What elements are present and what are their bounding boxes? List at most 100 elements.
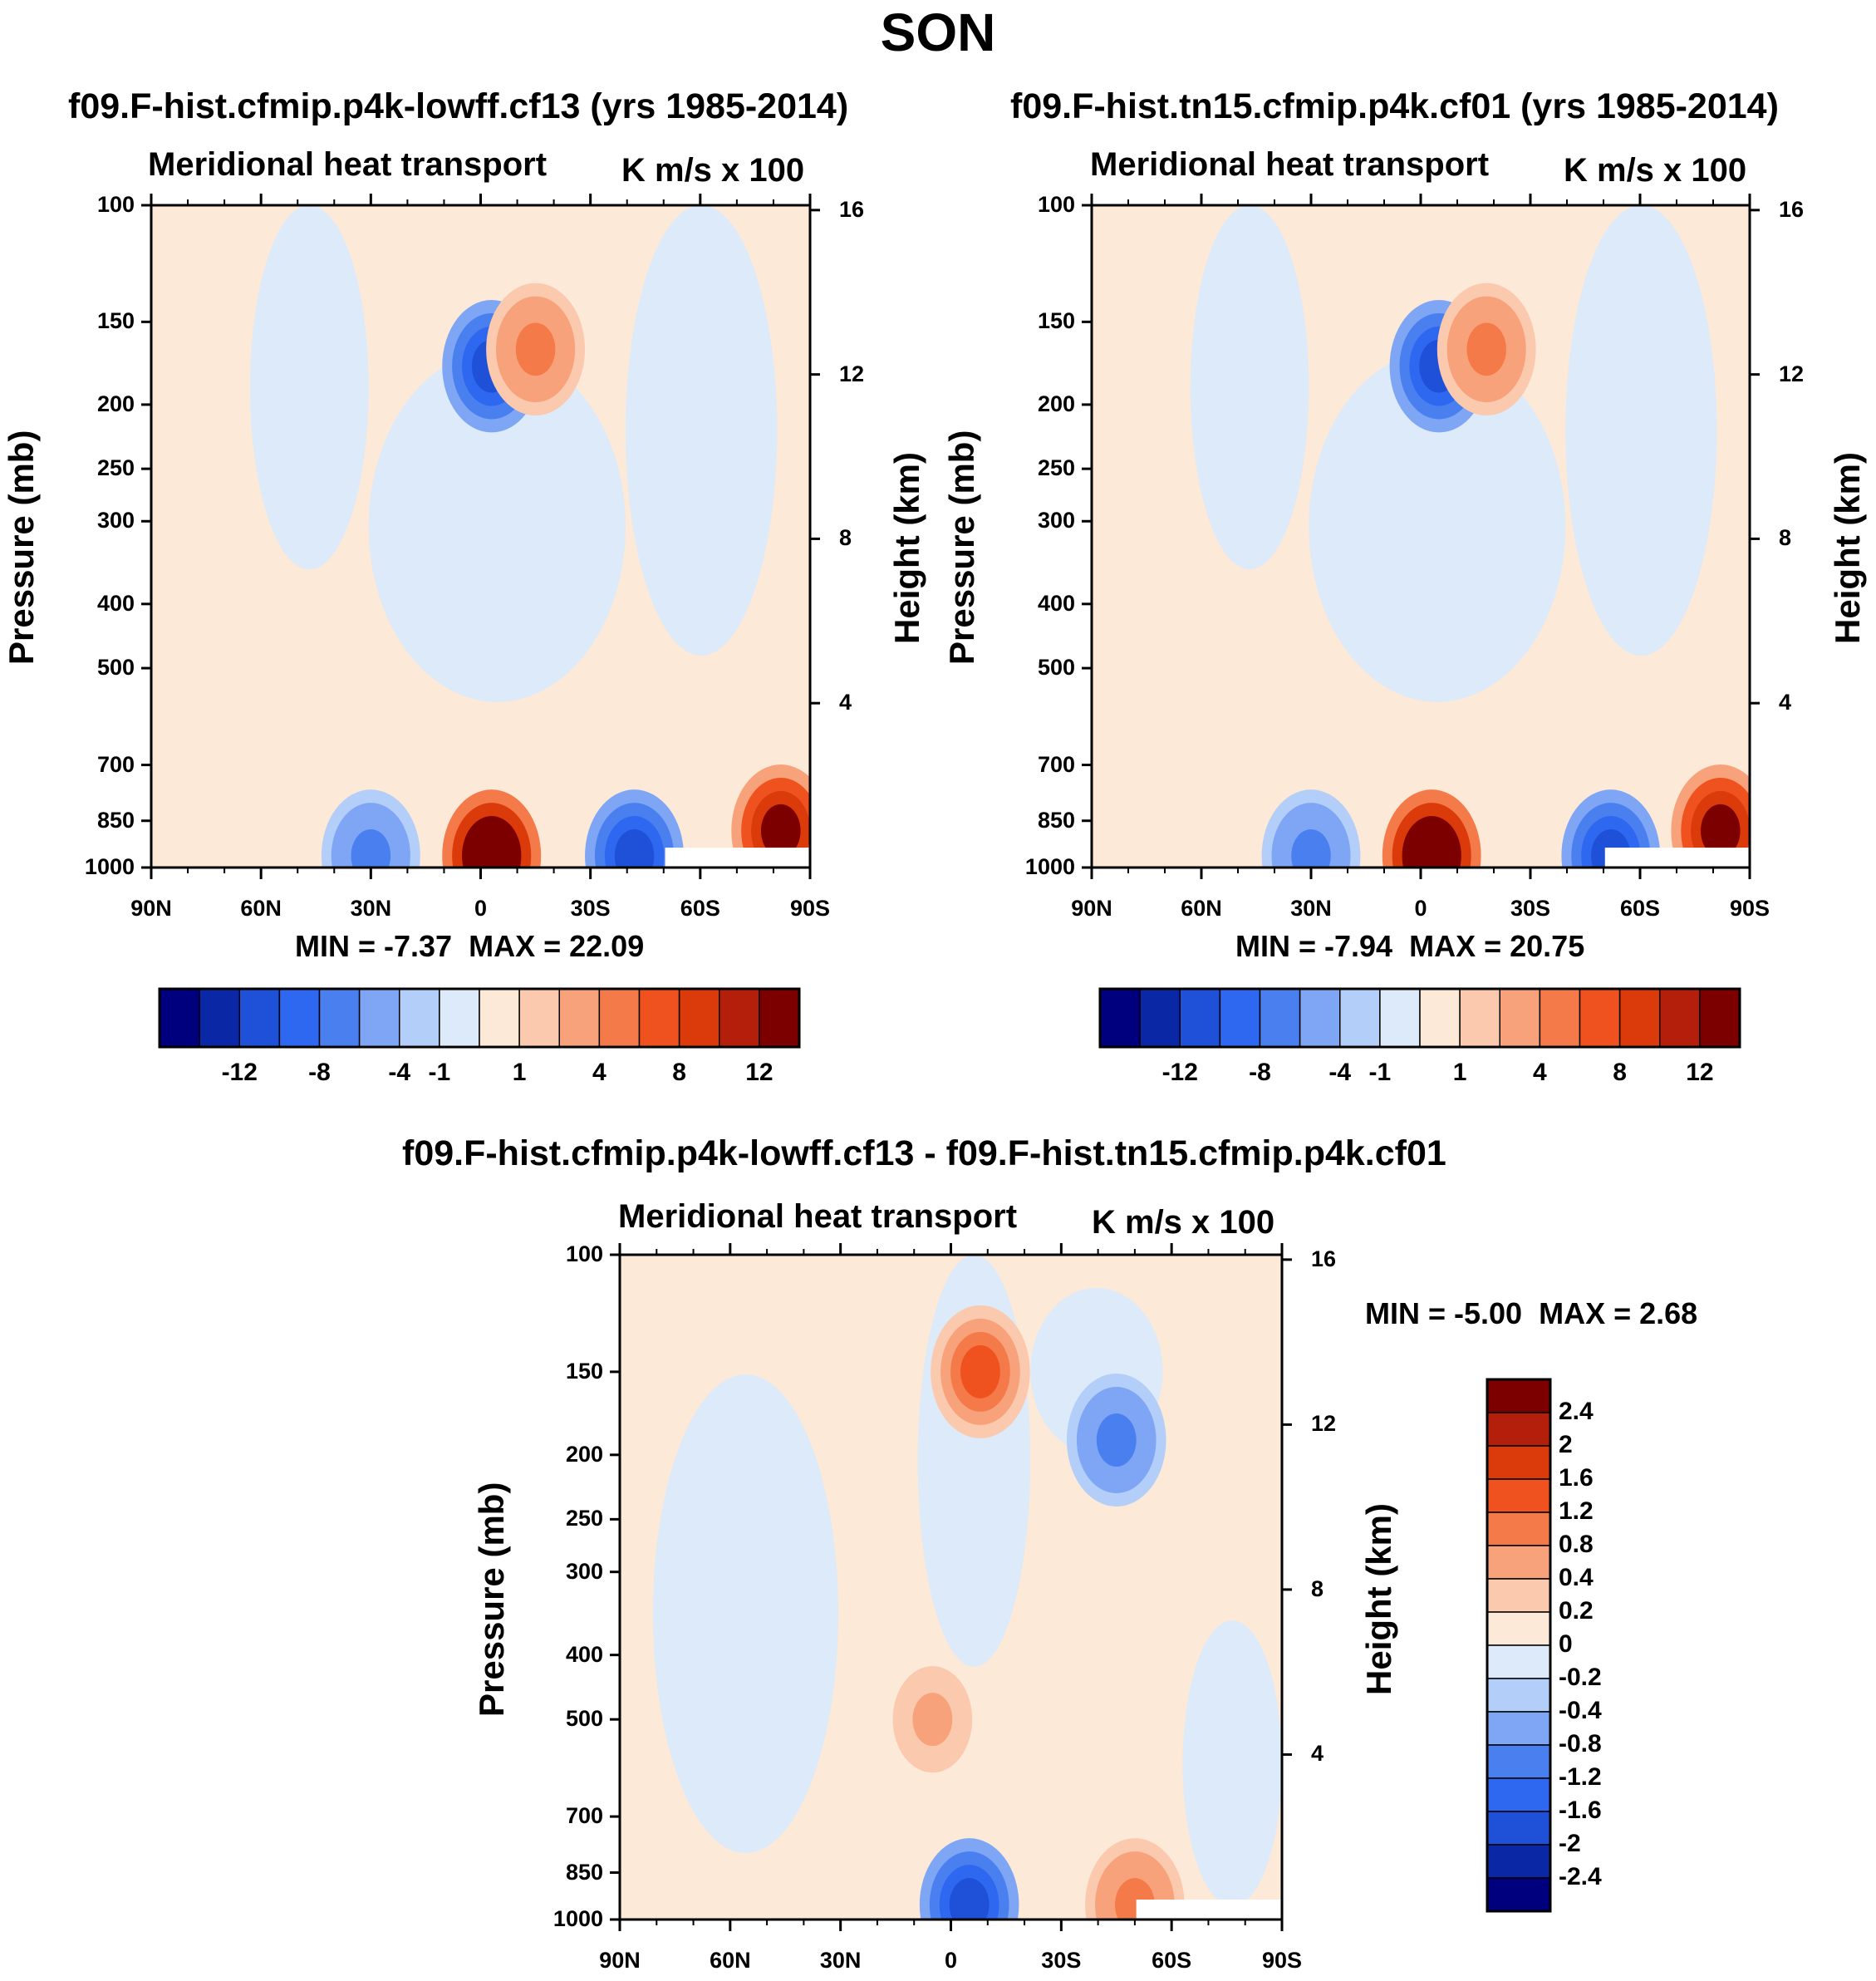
colorbar-swatch bbox=[1486, 1711, 1551, 1746]
colorbar-swatch bbox=[1259, 988, 1301, 1048]
y-tick-label: 850 bbox=[96, 807, 135, 833]
x-tick-label: 60N bbox=[240, 896, 282, 921]
colorbar-label: -2.4 bbox=[1559, 1863, 1602, 1890]
max-label: MAX = bbox=[1409, 929, 1510, 963]
colorbar-swatch bbox=[1659, 988, 1701, 1048]
panel-2-minmax: MIN = -7.94 MAX = 20.75 bbox=[1235, 929, 1584, 964]
missing-data-region bbox=[665, 848, 810, 868]
contour-feature-1-level-3 bbox=[1466, 322, 1506, 376]
height-tick-label: 8 bbox=[1311, 1575, 1324, 1601]
min-label: MIN = bbox=[1365, 1296, 1455, 1330]
colorbar-frame bbox=[1486, 1378, 1552, 1913]
height-tick-label: 4 bbox=[839, 690, 852, 715]
weak-negative-region bbox=[1190, 205, 1309, 570]
panel-2-title: f09.F-hist.tn15.cfmip.p4k.cf01 (yrs 1985… bbox=[1010, 86, 1779, 126]
figure-title: SON bbox=[880, 2, 996, 62]
height-tick-label: 8 bbox=[1779, 525, 1792, 551]
colorbar-label: 12 bbox=[1686, 1059, 1714, 1086]
contour-feature-4-level-3 bbox=[351, 828, 391, 868]
colorbar-swatch bbox=[1486, 1644, 1551, 1679]
colorbar-swatch bbox=[1486, 1777, 1551, 1812]
colorbar-label: 4 bbox=[1533, 1059, 1547, 1086]
colorbar-swatch bbox=[1486, 1445, 1551, 1480]
colorbar-label: -8 bbox=[1249, 1059, 1271, 1086]
colorbar-label: 0.2 bbox=[1559, 1597, 1594, 1625]
colorbar-label: 8 bbox=[1613, 1059, 1627, 1086]
contour-feature-1-level-3 bbox=[515, 322, 556, 376]
colorbar-swatch bbox=[1486, 1877, 1551, 1912]
y-tick-label: 700 bbox=[96, 751, 135, 777]
colorbar-label: 1 bbox=[1452, 1059, 1467, 1086]
x-tick-label: 60N bbox=[1181, 896, 1222, 921]
max-value: 2.68 bbox=[1639, 1296, 1698, 1330]
panel-1-title: f09.F-hist.cfmip.p4k-lowff.cf13 (yrs 198… bbox=[68, 86, 849, 126]
y-tick-label: 400 bbox=[96, 590, 135, 616]
colorbar-label: 1.2 bbox=[1559, 1497, 1594, 1525]
colorbar-swatch bbox=[399, 988, 440, 1048]
colorbar-swatch bbox=[1618, 988, 1661, 1048]
height-tick-label: 4 bbox=[1779, 690, 1792, 715]
height-tick-label: 16 bbox=[839, 196, 865, 222]
colorbar-swatch bbox=[1486, 1412, 1551, 1447]
colorbar-label: 0 bbox=[1559, 1630, 1573, 1658]
panel-2-units: K m/s x 100 bbox=[1564, 152, 1747, 189]
y-tick-label: 1000 bbox=[1024, 854, 1075, 879]
height-tick-label: 8 bbox=[839, 525, 852, 551]
min-value: -7.37 bbox=[384, 929, 453, 963]
colorbar-swatch bbox=[1179, 988, 1221, 1048]
colorbar-label: -8 bbox=[308, 1059, 331, 1086]
contour-feature-4-level-3 bbox=[1096, 1413, 1137, 1467]
x-tick-label: 90N bbox=[1071, 896, 1112, 921]
y-tick-label: 1000 bbox=[552, 1906, 603, 1931]
colorbar-swatch bbox=[1539, 988, 1581, 1048]
colorbar-label: 1 bbox=[512, 1059, 527, 1086]
x-tick-label: 90S bbox=[789, 896, 831, 921]
height-tick-label: 12 bbox=[839, 361, 865, 386]
y-tick-label: 850 bbox=[1037, 807, 1075, 833]
missing-data-region bbox=[1136, 1900, 1282, 1920]
weak-negative-region bbox=[368, 351, 626, 702]
x-tick-label: 60S bbox=[680, 896, 720, 921]
contour-feature-2-level-3 bbox=[471, 828, 512, 868]
x-tick-label: 0 bbox=[1414, 896, 1427, 921]
colorbar-swatch bbox=[1486, 1379, 1551, 1413]
colorbar-label: 1.6 bbox=[1559, 1464, 1594, 1492]
x-tick-label: 30S bbox=[1510, 896, 1551, 921]
colorbar-label: 0.4 bbox=[1559, 1564, 1594, 1591]
colorbar-swatch bbox=[759, 988, 800, 1048]
x-tick-label: 60N bbox=[710, 1948, 751, 1973]
panel-3-title: f09.F-hist.cfmip.p4k-lowff.cf13 - f09.F-… bbox=[402, 1133, 1446, 1173]
weak-negative-region bbox=[1309, 351, 1566, 702]
colorbar-swatch bbox=[558, 988, 601, 1048]
x-tick-label: 0 bbox=[944, 1948, 958, 1973]
y-tick-label: 300 bbox=[1037, 508, 1075, 533]
y-tick-label: 100 bbox=[96, 192, 135, 217]
height-tick-label: 12 bbox=[1311, 1411, 1337, 1437]
colorbar-swatch bbox=[1299, 988, 1341, 1048]
contour-fill bbox=[620, 1255, 1282, 1920]
colorbar-label: -1 bbox=[1368, 1059, 1392, 1086]
colorbar-swatch bbox=[1339, 988, 1381, 1048]
colorbar-label: 8 bbox=[672, 1059, 686, 1086]
min-value: -7.94 bbox=[1324, 929, 1393, 963]
panel-3-minmax: MIN = -5.00 MAX = 2.68 bbox=[1365, 1296, 1697, 1331]
max-value: 20.75 bbox=[1510, 929, 1585, 963]
colorbar-swatch bbox=[598, 988, 641, 1048]
max-label: MAX = bbox=[469, 929, 570, 963]
colorbar-label: -4 bbox=[388, 1059, 411, 1086]
y-tick-label: 500 bbox=[565, 1706, 603, 1732]
contour-feature-5-level-3 bbox=[760, 804, 801, 858]
y-tick-label: 300 bbox=[565, 1558, 603, 1584]
colorbar-swatch bbox=[278, 988, 321, 1048]
colorbar-swatch bbox=[1486, 1545, 1551, 1580]
colorbar-swatch bbox=[439, 988, 480, 1048]
height-tick-label: 12 bbox=[1779, 361, 1805, 386]
y-tick-label: 500 bbox=[1037, 655, 1075, 681]
colorbar-swatch bbox=[238, 988, 281, 1048]
colorbar-label: -1.6 bbox=[1559, 1797, 1602, 1824]
panel-2-left-subtitle: Meridional heat transport bbox=[1090, 146, 1490, 183]
height-tick-label: 4 bbox=[1311, 1741, 1324, 1767]
colorbar-swatch bbox=[518, 988, 560, 1048]
colorbar-swatch bbox=[1139, 988, 1181, 1048]
colorbar-label: -0.4 bbox=[1559, 1697, 1602, 1724]
